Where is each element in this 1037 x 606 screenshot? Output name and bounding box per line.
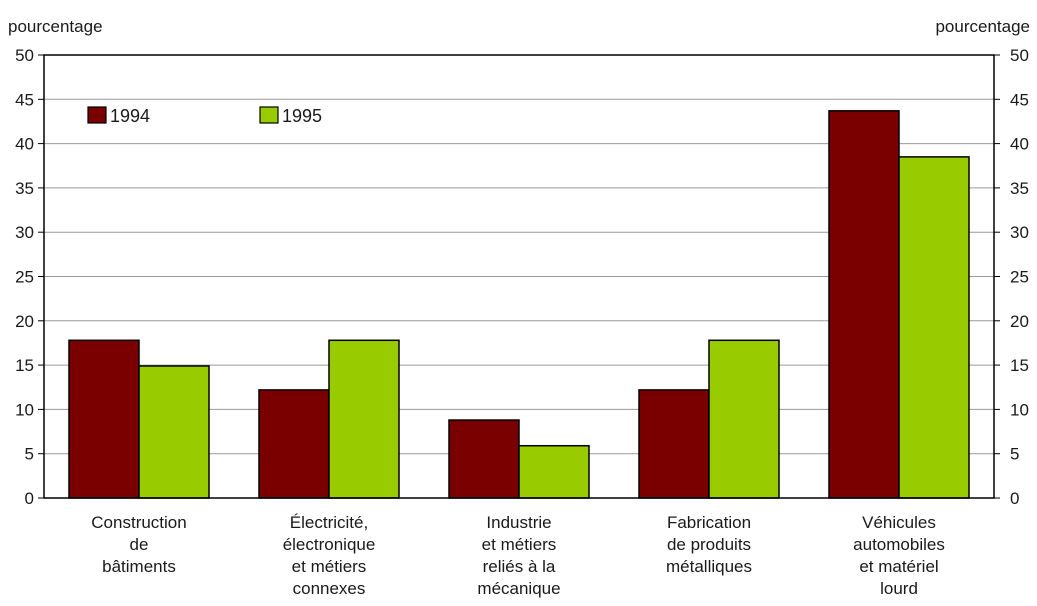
category-label-line: Véhicules [862,513,936,532]
bar-1995-2 [518,444,590,499]
category-label-line: Fabrication [667,513,751,532]
legend-swatch-1994 [87,106,107,124]
y-tick-label-left: 50 [15,46,34,65]
y-tick-label-left: 25 [15,268,34,287]
y-tick-label-right: 5 [1010,445,1019,464]
y-tick-label-left: 30 [15,223,34,242]
category-label-line: de produits [667,535,751,554]
category-label-line: lourd [880,579,918,598]
y-tick-label-right: 30 [1010,223,1029,242]
y-axis-label-left: pourcentage [8,17,103,36]
y-tick-label-right: 10 [1010,400,1029,419]
category-label-line: et matériel [859,557,938,576]
y-tick-label-right: 15 [1010,356,1029,375]
y-tick-label-right: 45 [1010,90,1029,109]
category-label-line: Construction [91,513,186,532]
category-label-line: bâtiments [102,557,176,576]
y-tick-label-left: 15 [15,356,34,375]
y-tick-label-left: 5 [25,445,34,464]
y-tick-label-left: 45 [15,90,34,109]
bar-1994-3 [638,389,710,499]
y-tick-label-right: 20 [1010,312,1029,331]
category-label-line: et métiers [482,535,557,554]
category-label: Véhicules automobiles et matériel lourd [853,513,945,598]
legend-swatch-1995 [259,106,279,124]
plot-frame [43,54,995,499]
bar-1994-2 [448,419,520,499]
legend: 1994 1995 [87,106,322,126]
category-label-line: mécanique [477,579,560,598]
category-label-line: Électricité, [290,513,368,532]
axes [38,54,1000,499]
y-axis-label-right: pourcentage [935,17,1030,36]
category-label-line: de [130,535,149,554]
category-label-line: électronique [283,535,376,554]
bar-1995-3 [708,339,780,499]
category-label: Électricité, électronique et métiers connex… [283,513,376,598]
category-label-line: connexes [293,579,366,598]
category-label: Fabrication de produits métalliques [666,513,752,576]
bar-1994-1 [258,389,330,499]
legend-label-1994: 1994 [110,106,150,126]
y-tick-label-left: 40 [15,135,34,154]
bar-1994-4 [828,110,900,499]
category-label-line: et métiers [292,557,367,576]
bar-1995-0 [138,365,210,499]
y-tick-label-left: 10 [15,400,34,419]
y-tick-label-right: 35 [1010,179,1029,198]
category-label-line: Industrie [486,513,551,532]
bar-1994-0 [68,339,140,499]
y-tick-label-left: 35 [15,179,34,198]
bars [68,110,970,499]
y-tick-label-right: 0 [1010,489,1019,508]
y-tick-label-right: 50 [1010,46,1029,65]
y-tick-label-left: 0 [25,489,34,508]
category-label-line: métalliques [666,557,752,576]
bar-1995-1 [328,339,400,499]
legend-label-1995: 1995 [282,106,322,126]
category-label-line: reliés à la [483,557,556,576]
bar-1995-4 [898,156,970,499]
y-tick-label-right: 40 [1010,135,1029,154]
y-tick-label-left: 20 [15,312,34,331]
category-label: Construction de bâtiments [91,513,186,576]
category-label: Industrie et métiers reliés à la mécanique [477,513,560,598]
category-label-line: automobiles [853,535,945,554]
y-tick-label-right: 25 [1010,268,1029,287]
category-labels: Construction de bâtiments Électricité, élect… [91,513,945,598]
tick-labels: 0 0 5 5 10 10 15 15 20 20 25 25 30 30 35 35 40 40 45 45 50 50 [15,46,1029,508]
